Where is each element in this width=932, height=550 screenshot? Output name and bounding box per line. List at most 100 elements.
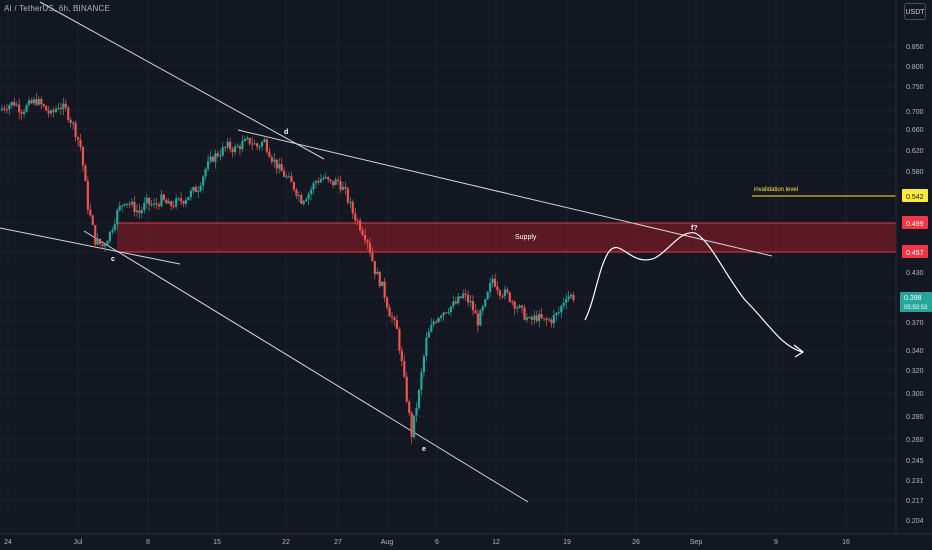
candle-body (459, 296, 462, 298)
candle-body (251, 143, 254, 145)
candle-body (430, 324, 433, 332)
candle-body (368, 242, 372, 253)
price-axis-label: 0.340 (906, 348, 924, 355)
candle-body (128, 203, 131, 205)
candle-body (413, 415, 416, 438)
price-axis-label: 0.800 (906, 64, 924, 71)
lower-support-line[interactable] (83, 230, 529, 503)
candle-body (557, 312, 560, 314)
grid-lines (0, 0, 896, 534)
candle-body (268, 151, 271, 157)
candle-body (349, 201, 352, 203)
candle-body (243, 139, 246, 142)
candles[interactable] (0, 93, 575, 444)
candle-body (376, 272, 379, 275)
lower-trendline-c[interactable] (0, 227, 181, 265)
candle-body (118, 205, 121, 211)
time-axis-label: 6 (435, 539, 439, 546)
candle-body (474, 310, 477, 314)
symbol-title[interactable]: AI / TetherUS, 6h, BINANCE (4, 4, 110, 13)
candle-body (567, 296, 570, 300)
time-axis-label: 15 (213, 539, 221, 546)
supply-zone[interactable] (117, 223, 896, 252)
candle-body (489, 283, 492, 292)
candle-body (256, 143, 259, 147)
price-axis-label: 0.700 (906, 109, 924, 116)
candle-body (62, 103, 65, 110)
candle-body (273, 159, 276, 162)
candle-body (415, 407, 418, 416)
candle-body (25, 105, 28, 112)
candle-body (420, 372, 423, 390)
candle-body (287, 176, 291, 178)
candle-body (491, 278, 494, 284)
candle-body (133, 201, 136, 213)
candle-body (27, 100, 31, 106)
price-tag-invalidation-text: 0.542 (906, 194, 924, 201)
candle-body (508, 292, 511, 302)
candle-body (194, 187, 197, 192)
candle-body (99, 238, 102, 245)
candle-body (295, 189, 298, 196)
candle-body (439, 315, 443, 318)
time-axis[interactable]: 24 Jul 8 15 22 27 Aug 6 12 19 26 Sep 9 16 (4, 539, 850, 546)
candle-body (562, 302, 565, 306)
candle-body (410, 412, 413, 438)
candle-body (175, 198, 178, 207)
candle-body (59, 107, 62, 110)
wave-label-c: c (111, 256, 115, 263)
candle-body (543, 318, 546, 320)
candle-body (484, 299, 487, 307)
candle-body (179, 198, 183, 202)
upper-resistance-line[interactable] (39, 1, 325, 160)
candle-body (246, 137, 249, 140)
invalidation-label: invalidation level (754, 187, 798, 193)
price-tag-zone-bottom-text: 0.457 (906, 250, 924, 257)
candle-body (403, 361, 406, 377)
candle-body (40, 98, 43, 105)
candle-body (444, 312, 448, 314)
candle-body (260, 142, 264, 147)
candle-body (42, 104, 45, 107)
candle-body (52, 110, 55, 112)
time-axis-label: 26 (632, 539, 640, 546)
candle-body (165, 199, 168, 204)
candle-body (405, 376, 408, 402)
candle-body (292, 182, 296, 190)
candle-body (435, 321, 438, 323)
candle-body (101, 244, 104, 247)
candle-body (305, 199, 308, 202)
candle-body (545, 318, 548, 320)
candle-body (469, 301, 472, 303)
price-axis-label: 0.245 (906, 458, 924, 465)
time-axis-label: 19 (563, 539, 571, 546)
candle-body (145, 197, 148, 204)
candle-body (516, 307, 519, 309)
candle-body (81, 146, 85, 166)
candle-body (547, 319, 551, 321)
price-axis-label: 0.620 (906, 148, 924, 155)
candle-body (91, 215, 94, 226)
candle-body (334, 179, 337, 186)
candle-body (432, 321, 435, 325)
candle-body (552, 315, 556, 324)
candle-body (84, 165, 87, 181)
candle-body (533, 315, 536, 320)
candle-body (189, 190, 192, 198)
currency-button[interactable]: USDT (904, 3, 926, 20)
candle-body (555, 312, 558, 316)
candle-body (386, 297, 389, 308)
candle-body (395, 319, 399, 330)
projection-path[interactable] (584, 232, 803, 353)
candle-body (309, 189, 313, 195)
candle-body (108, 231, 112, 242)
candle-body (454, 301, 457, 304)
candle-body (366, 240, 369, 243)
candle-body (307, 194, 310, 200)
price-tag-zone-bottom: 0.457 (902, 245, 928, 258)
candle-body (525, 317, 529, 320)
candle-body (383, 281, 386, 298)
price-axis-label: 0.260 (906, 437, 924, 444)
